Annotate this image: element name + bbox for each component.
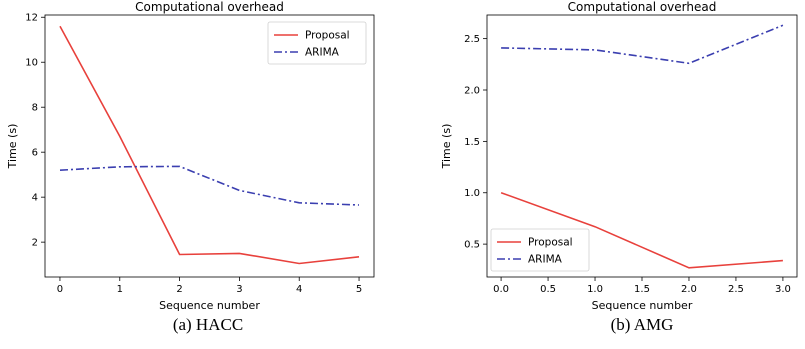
series-line-proposal (59, 25, 360, 265)
y-tick-label: 4 (32, 193, 38, 204)
x-axis-label: Sequence number (592, 299, 693, 312)
x-tick-label: 0 (57, 284, 63, 295)
x-tick-label: 0.5 (540, 284, 556, 295)
plot-area (44, 14, 375, 278)
x-tick-label: 3 (236, 284, 242, 295)
x-tick-label: 1.5 (634, 284, 650, 295)
y-tick-label: 8 (32, 103, 38, 114)
y-tick-label: 0.5 (464, 240, 480, 251)
x-tick-label: 1 (117, 284, 123, 295)
legend-label-arima: ARIMA (528, 254, 563, 266)
y-tick-label: 2 (32, 238, 38, 249)
y-tick-label: 12 (25, 13, 38, 24)
series-line-arima (501, 24, 784, 65)
y-axis-label: Time (s) (440, 124, 453, 170)
y-tick-label: 10 (25, 58, 38, 69)
y-tick-label: 1.5 (464, 137, 480, 148)
x-tick-label: 1.0 (587, 284, 603, 295)
x-tick-label: 2.0 (681, 284, 697, 295)
subfigure-caption: (a) HACC (173, 315, 243, 334)
legend-label-proposal: Proposal (528, 237, 573, 249)
legend-label-arima: ARIMA (305, 47, 340, 59)
x-axis-label: Sequence number (159, 299, 260, 312)
y-tick-label: 1.0 (464, 188, 480, 199)
chart-title: Computational overhead (135, 0, 284, 14)
legend-label-proposal: Proposal (305, 30, 350, 42)
x-tick-label: 3.0 (775, 284, 791, 295)
legend-box (490, 228, 590, 272)
subfigure-caption: (b) AMG (611, 315, 674, 334)
y-axis-label: Time (s) (6, 124, 19, 170)
legend: Proposal ARIMA (267, 21, 367, 65)
legend-box (267, 21, 367, 65)
chart-amg: Computational overhead 0.0 0.5 1.0 1.5 2.0 2.5… (440, 0, 798, 334)
x-tick-label: 0.0 (493, 284, 509, 295)
chart-title: Computational overhead (568, 0, 717, 14)
y-tick-label: 2.5 (464, 34, 480, 45)
legend: Proposal ARIMA (490, 228, 590, 272)
x-tick-label: 2 (176, 284, 182, 295)
y-tick-label: 6 (32, 148, 38, 159)
y-tick-label: 2.0 (464, 86, 480, 97)
series-line-proposal (500, 191, 783, 269)
x-tick-label: 5 (356, 284, 362, 295)
x-tick-label: 4 (296, 284, 302, 295)
series-line-arima (59, 165, 360, 206)
x-tick-label: 2.5 (728, 284, 744, 295)
